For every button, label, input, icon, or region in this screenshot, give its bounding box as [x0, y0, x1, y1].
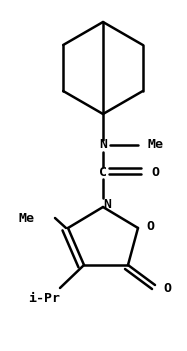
Text: O: O [163, 282, 171, 294]
Text: N: N [99, 139, 107, 152]
Text: i-Pr: i-Pr [28, 291, 60, 305]
Text: Me: Me [19, 212, 35, 225]
Text: C: C [99, 166, 107, 179]
Text: N: N [103, 199, 111, 212]
Text: O: O [146, 219, 154, 232]
Text: O: O [151, 166, 159, 179]
Text: Me: Me [148, 139, 164, 152]
